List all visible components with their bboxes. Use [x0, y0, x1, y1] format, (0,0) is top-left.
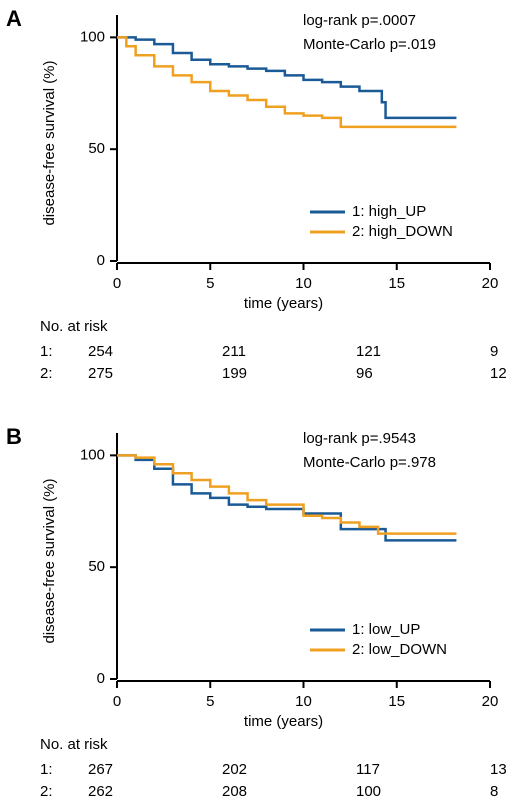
risk-title: No. at risk — [40, 736, 108, 753]
y-tick-label: 0 — [97, 252, 105, 269]
x-tick-label: 0 — [113, 275, 121, 292]
annotation: log-rank p=.9543 — [303, 430, 416, 447]
x-axis-label: time (years) — [244, 295, 323, 312]
risk-value: 262 — [88, 783, 113, 800]
survival-curve — [117, 454, 457, 542]
risk-row-label: 1: — [40, 761, 53, 778]
x-tick-label: 5 — [206, 275, 214, 292]
annotation: Monte-Carlo p=.978 — [303, 454, 436, 471]
x-tick-label: 10 — [295, 693, 312, 710]
risk-value: 208 — [222, 783, 247, 800]
x-tick-label: 20 — [482, 693, 499, 710]
x-tick-label: 10 — [295, 275, 312, 292]
risk-value: 199 — [222, 365, 247, 382]
x-tick-label: 15 — [388, 275, 405, 292]
survival-curve — [117, 36, 457, 129]
y-axis-label: disease-free survival (%) — [41, 60, 58, 225]
risk-value: 202 — [222, 761, 247, 778]
risk-row-label: 2: — [40, 365, 53, 382]
risk-title: No. at risk — [40, 318, 108, 335]
risk-value: 275 — [88, 365, 113, 382]
risk-value: 121 — [356, 343, 381, 360]
x-tick-label: 20 — [482, 275, 499, 292]
y-tick-label: 50 — [88, 558, 105, 575]
x-tick-label: 5 — [206, 693, 214, 710]
risk-value: 96 — [356, 365, 373, 382]
risk-value: 267 — [88, 761, 113, 778]
survival-curve — [117, 454, 457, 535]
annotation: Monte-Carlo p=.019 — [303, 36, 436, 53]
legend-label: 2: low_DOWN — [352, 641, 447, 658]
y-tick-label: 100 — [80, 446, 105, 463]
risk-value: 117 — [356, 761, 380, 778]
risk-value: 13 — [490, 761, 507, 778]
panel-label: A — [6, 6, 22, 31]
y-tick-label: 50 — [88, 140, 105, 157]
annotation: log-rank p=.0007 — [303, 12, 416, 29]
legend-label: 1: low_UP — [352, 621, 420, 638]
risk-row-label: 2: — [40, 783, 53, 800]
x-axis-label: time (years) — [244, 713, 323, 730]
y-tick-label: 0 — [97, 670, 105, 687]
y-tick-label: 100 — [80, 28, 105, 45]
panel-label: B — [6, 424, 22, 449]
risk-row-label: 1: — [40, 343, 53, 360]
risk-value: 254 — [88, 343, 113, 360]
risk-value: 12 — [490, 365, 507, 382]
y-axis-label: disease-free survival (%) — [41, 478, 58, 643]
survival-curve — [117, 36, 457, 120]
x-tick-label: 15 — [388, 693, 405, 710]
risk-value: 8 — [490, 783, 498, 800]
legend-label: 1: high_UP — [352, 203, 426, 220]
risk-value: 9 — [490, 343, 498, 360]
legend-label: 2: high_DOWN — [352, 223, 453, 240]
risk-value: 100 — [356, 783, 381, 800]
x-tick-label: 0 — [113, 693, 121, 710]
risk-value: 211 — [222, 343, 246, 360]
